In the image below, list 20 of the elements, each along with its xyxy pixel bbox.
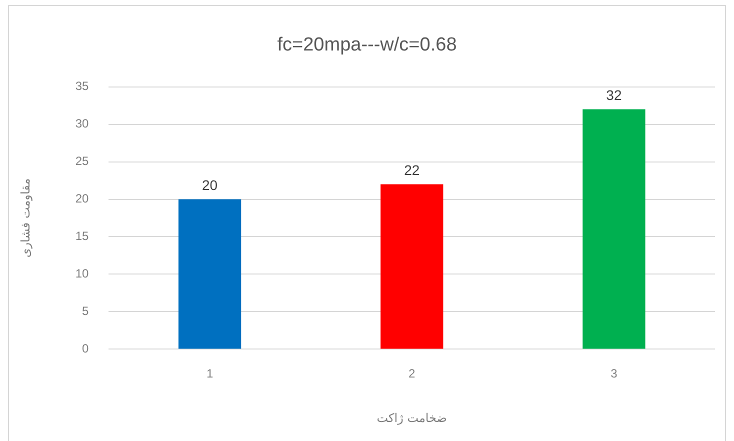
y-tick-label: 25 bbox=[75, 154, 90, 168]
y-tick-label: 20 bbox=[75, 192, 90, 206]
data-label: 32 bbox=[606, 87, 622, 104]
x-tick-label: 3 bbox=[610, 366, 618, 381]
y-axis-title: مقاومت فشاری bbox=[18, 178, 32, 258]
x-tick-label: 1 bbox=[206, 366, 214, 381]
y-tick-label: 10 bbox=[75, 266, 90, 281]
data-label: 22 bbox=[404, 162, 420, 178]
y-tick-label: 5 bbox=[82, 304, 90, 318]
y-tick-label: 35 bbox=[75, 79, 90, 94]
y-tick-label: 15 bbox=[75, 229, 90, 244]
bar bbox=[582, 109, 646, 349]
bar bbox=[178, 199, 242, 349]
bar bbox=[380, 184, 444, 349]
x-tick-label: 2 bbox=[408, 366, 416, 381]
data-label: 20 bbox=[202, 177, 218, 194]
y-tick-label: 30 bbox=[75, 116, 90, 131]
x-axis-title: ضخامت ژاکت bbox=[376, 410, 447, 425]
y-tick-label: 0 bbox=[82, 342, 90, 356]
chart-title: fc=20mpa---w/c=0.68 bbox=[277, 34, 457, 56]
